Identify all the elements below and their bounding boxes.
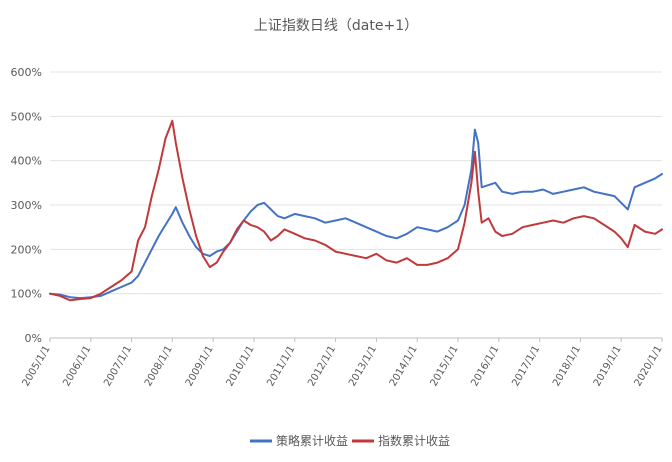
x-tick-label: 2005/1/1 — [21, 344, 53, 388]
x-tick-label: 2016/1/1 — [469, 344, 501, 388]
y-tick-label: 0% — [25, 332, 42, 345]
y-tick-label: 400% — [11, 155, 42, 168]
x-tick-label: 2006/1/1 — [61, 344, 93, 388]
series-line-1 — [49, 128, 663, 300]
y-tick-label: 200% — [11, 243, 42, 256]
x-tick-label: 2010/1/1 — [225, 344, 257, 388]
y-tick-label: 300% — [11, 199, 42, 212]
chart-title: 上证指数日线（date+1） — [254, 18, 418, 34]
series-lines — [49, 119, 663, 302]
y-tick-label: 500% — [11, 110, 42, 123]
legend: 策略累计收益 指数累计收益 — [250, 433, 450, 448]
x-axis: 2005/1/1 2006/1/1 2007/1/1 2008/1/1 2009/1/1… — [21, 338, 665, 388]
x-tick-label: 2011/1/1 — [265, 344, 297, 388]
x-tick-label: 2017/1/1 — [510, 344, 542, 388]
x-tick-label: 2012/1/1 — [306, 344, 338, 388]
x-tick-label: 2020/1/1 — [633, 344, 665, 388]
x-tick-label: 2014/1/1 — [388, 344, 420, 388]
x-tick-label: 2019/1/1 — [592, 344, 624, 388]
y-tick-label: 100% — [11, 288, 42, 301]
series-line-2 — [49, 119, 663, 302]
x-tick-label: 2015/1/1 — [429, 344, 461, 388]
y-axis: 0% 100% 200% 300% 400% 500% 600% — [11, 66, 42, 345]
x-tick-label: 2018/1/1 — [551, 344, 583, 388]
y-tick-label: 600% — [11, 66, 42, 79]
x-tick-label: 2009/1/1 — [184, 344, 216, 388]
x-tick-label: 2007/1/1 — [102, 344, 134, 388]
x-tick-label: 2013/1/1 — [347, 344, 379, 388]
x-tick-label: 2008/1/1 — [143, 344, 175, 388]
grid-lines — [50, 71, 662, 339]
legend-label-2: 指数累计收益 — [378, 433, 450, 448]
legend-label-1: 策略累计收益 — [276, 433, 348, 448]
